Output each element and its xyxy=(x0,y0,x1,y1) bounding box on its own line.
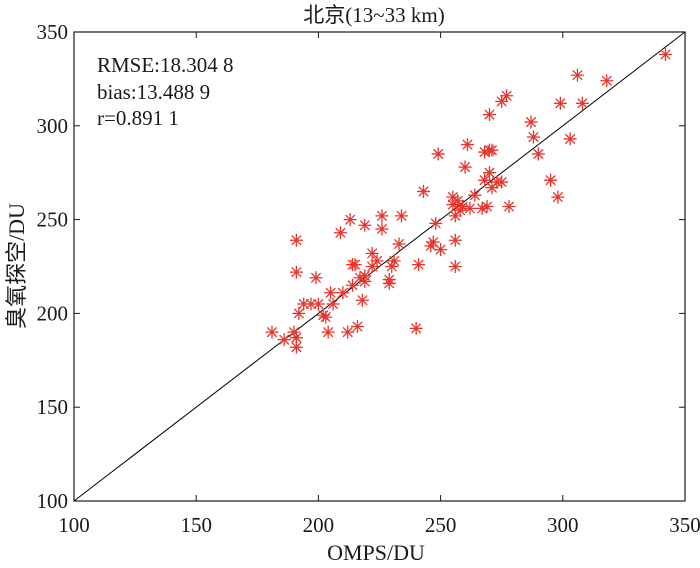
x-tick-label: 250 xyxy=(425,513,457,537)
data-point xyxy=(458,160,472,174)
data-points xyxy=(265,47,673,354)
data-point xyxy=(265,325,279,339)
data-point xyxy=(468,188,482,202)
axis-ticks xyxy=(73,31,686,502)
data-point xyxy=(289,331,304,345)
data-point xyxy=(394,209,409,223)
data-point xyxy=(551,190,565,204)
data-point xyxy=(570,68,585,82)
x-axis-title: OMPS/DU xyxy=(327,540,425,565)
data-point xyxy=(326,297,340,311)
data-point xyxy=(375,222,389,236)
data-point xyxy=(531,147,546,161)
x-tick-label: 350 xyxy=(669,513,700,537)
x-tick-label: 300 xyxy=(547,513,579,537)
data-point xyxy=(448,259,462,274)
y-tick-labels: 100 150 200 250 300 350 xyxy=(37,20,69,513)
data-point xyxy=(411,257,426,272)
data-point xyxy=(321,325,335,339)
data-point xyxy=(323,286,338,300)
bias-label: bias:13.488 9 xyxy=(97,80,210,104)
data-point xyxy=(343,212,357,227)
data-point xyxy=(387,254,401,268)
chart-title: 北京(13~33 km) xyxy=(303,3,444,27)
data-point xyxy=(475,201,489,215)
data-point xyxy=(375,209,389,223)
correlation-label: r=0.891 1 xyxy=(97,106,179,130)
data-point xyxy=(333,226,348,240)
y-tick-label: 250 xyxy=(37,208,69,232)
data-point xyxy=(499,89,514,103)
data-point xyxy=(392,237,406,251)
data-point xyxy=(485,143,499,157)
x-tick-label: 100 xyxy=(58,513,90,537)
statistics-box: RMSE:18.304 8 bias:13.488 9 r=0.891 1 xyxy=(97,53,234,130)
data-point xyxy=(482,166,497,180)
data-point xyxy=(289,233,304,247)
data-point xyxy=(341,325,355,339)
data-point xyxy=(463,201,477,215)
data-point xyxy=(431,147,445,161)
data-point xyxy=(600,74,614,88)
data-point xyxy=(336,286,350,300)
x-tick-label: 200 xyxy=(303,513,335,537)
data-point xyxy=(477,145,492,159)
data-point xyxy=(350,319,365,334)
data-point xyxy=(563,132,577,146)
data-point xyxy=(358,218,372,232)
data-point xyxy=(553,96,568,110)
rmse-label: RMSE:18.304 8 xyxy=(97,53,234,77)
x-tick-label: 150 xyxy=(180,513,212,537)
data-point xyxy=(448,233,462,247)
reference-line xyxy=(73,31,686,502)
data-point xyxy=(480,199,494,214)
data-point xyxy=(355,293,370,307)
data-point xyxy=(348,257,362,272)
data-point xyxy=(319,310,333,324)
data-point xyxy=(460,137,475,152)
data-point xyxy=(524,115,538,129)
y-tick-label: 200 xyxy=(37,301,69,325)
data-point xyxy=(358,269,372,283)
data-point xyxy=(370,254,384,268)
data-point xyxy=(433,242,448,257)
data-point xyxy=(446,190,460,204)
data-point xyxy=(289,265,304,279)
data-point xyxy=(482,107,497,122)
data-point xyxy=(277,333,291,347)
y-axis-title: 臭氧探空/DU xyxy=(4,203,29,329)
data-point xyxy=(311,297,326,311)
data-point xyxy=(575,96,590,110)
y-tick-label: 150 xyxy=(37,395,69,419)
data-point xyxy=(658,47,673,62)
y-tick-label: 300 xyxy=(37,114,69,138)
data-point xyxy=(309,271,323,285)
y-tick-label: 100 xyxy=(37,489,69,513)
data-point xyxy=(382,276,396,291)
data-point xyxy=(365,246,379,261)
data-point xyxy=(416,184,431,199)
data-point xyxy=(502,199,516,214)
plot-frame xyxy=(73,31,686,502)
data-point xyxy=(429,216,443,231)
x-tick-labels: 100 150 200 250 300 350 xyxy=(58,513,700,537)
data-point xyxy=(526,130,541,144)
data-point xyxy=(543,173,558,187)
data-point xyxy=(495,175,509,189)
data-point xyxy=(292,306,306,321)
data-point xyxy=(409,321,423,336)
y-tick-label: 350 xyxy=(37,20,69,44)
